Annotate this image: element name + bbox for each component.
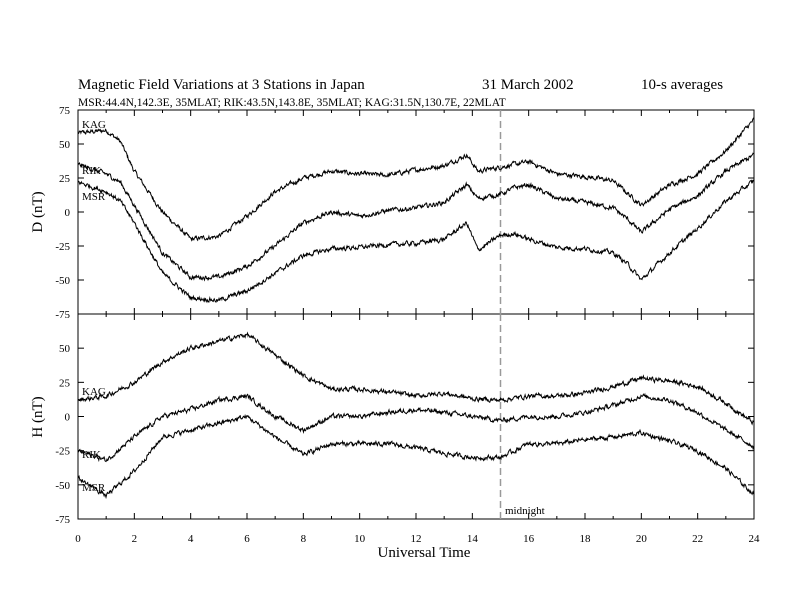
series-label-kag: KAG [82,119,106,131]
series-line-kag [77,117,755,242]
y-tick-label: 50 [59,343,71,355]
x-tick-label: 12 [411,533,422,545]
x-tick-label: 4 [188,533,194,545]
chart-date: 31 March 2002 [482,77,574,93]
x-tick-label: 22 [692,533,703,545]
y-tick-label: -50 [55,480,70,492]
series-line-rik [77,152,755,282]
chart-title: Magnetic Field Variations at 3 Stations … [78,77,365,93]
x-tick-label: 6 [244,533,250,545]
series-label-rik: RIK [82,165,101,177]
stations-subtitle: MSR:44.4N,142.3E, 35MLAT; RIK:43.5N,143.… [78,97,506,109]
x-tick-label: 10 [354,533,366,545]
bottom-panel-frame [77,313,755,520]
bottom-ylabel: H (nT) [30,396,46,437]
y-tick-label: 75 [59,105,71,117]
top-ylabel: D (nT) [30,191,46,232]
x-tick-label: 0 [75,533,81,545]
chart-averaging: 10-s averages [641,77,723,93]
y-tick-label: -25 [55,241,70,253]
series-line-msr [77,179,755,304]
y-tick-label: -50 [55,275,70,287]
y-tick-label: 25 [59,377,71,389]
x-tick-label: 18 [580,533,592,545]
series-label-rik: RIK [82,449,101,461]
series-line-kag [77,331,755,426]
x-tick-label: 24 [749,533,761,545]
y-tick-label: 25 [59,173,71,185]
x-tick-label: 8 [301,533,307,545]
y-tick-label: -75 [55,309,70,321]
series-line-rik [77,392,755,463]
x-axis-label: Universal Time [378,545,471,561]
x-tick-label: 20 [636,533,648,545]
chart-dynamic-layer: 75 50 25 0 -25 -50 -75 KAG RIK MSR 50 25 0 -25 -50 -75 0… [55,105,760,545]
top-panel-frame [77,109,755,315]
series-label-msr: MSR [82,482,106,494]
series-line-msr [77,413,755,500]
y-tick-label: -25 [55,446,70,458]
series-label-msr: MSR [82,191,106,203]
x-tick-label: 16 [523,533,535,545]
x-tick-label: 2 [132,533,138,545]
midnight-annotation: midnight [505,505,545,517]
y-tick-label: 50 [59,139,71,151]
y-tick-label: 0 [65,207,71,219]
x-tick-label: 14 [467,533,479,545]
y-tick-label: 0 [65,412,71,424]
y-tick-label: -75 [55,514,70,526]
series-label-kag: KAG [82,386,106,398]
